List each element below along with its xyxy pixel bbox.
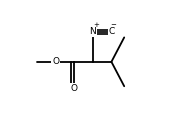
Text: O: O xyxy=(71,84,78,93)
Text: +: + xyxy=(93,22,99,28)
Text: N: N xyxy=(89,27,96,36)
Text: −: − xyxy=(110,22,116,28)
Text: C: C xyxy=(108,27,115,36)
Text: O: O xyxy=(52,57,59,66)
